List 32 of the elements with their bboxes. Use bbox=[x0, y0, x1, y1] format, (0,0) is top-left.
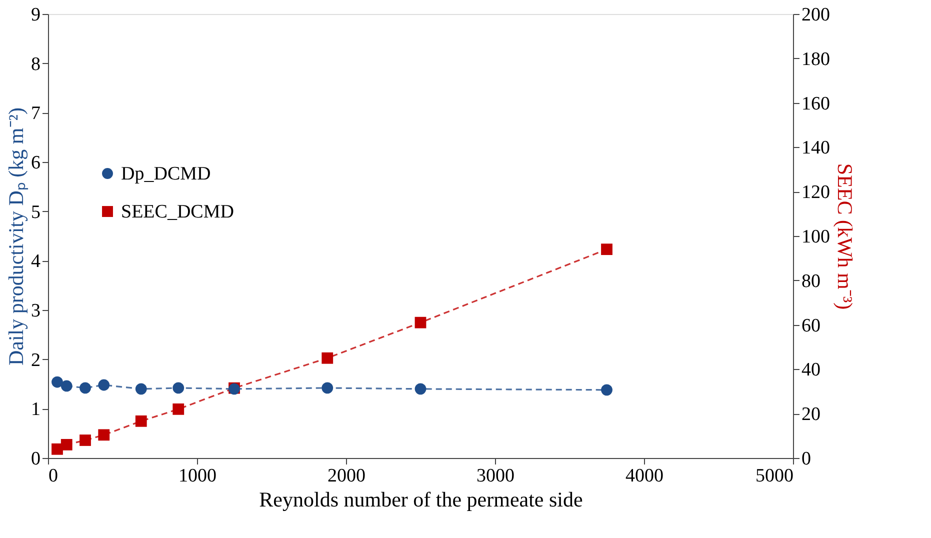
y-tick-label: 0 bbox=[31, 448, 40, 470]
y-tick-label: 8 bbox=[31, 54, 40, 75]
x-tick-label: 2000 bbox=[328, 466, 366, 486]
legend-label: Dp_DCMD bbox=[121, 164, 211, 184]
y-tick-label: 2 bbox=[31, 350, 40, 371]
y-axis-title: Daily productivity Dₚ (kg m⁻²) bbox=[4, 107, 29, 366]
y2-tick-label: 40 bbox=[802, 360, 820, 381]
y-tick-label: 5 bbox=[31, 202, 40, 223]
y2-tick-label: 0 bbox=[802, 448, 811, 470]
x-tick-label: 3000 bbox=[476, 466, 514, 486]
y2-tick-label: 80 bbox=[802, 270, 820, 292]
x-axis-title: Reynolds number of the permeate side bbox=[259, 488, 583, 512]
y2-tick-label: 160 bbox=[802, 93, 830, 114]
y-tick-label: 1 bbox=[31, 399, 40, 420]
y2-tick-label: 200 bbox=[802, 4, 830, 26]
y2-tick-label: 100 bbox=[802, 226, 830, 248]
y2-tick-label: 60 bbox=[802, 315, 820, 336]
y-tick-label: 9 bbox=[31, 4, 40, 26]
x-tick-label: 4000 bbox=[626, 466, 664, 486]
y2-tick-label: 120 bbox=[802, 182, 830, 204]
x-tick-label: 0 bbox=[48, 466, 58, 486]
y2-tick-label: 180 bbox=[802, 48, 830, 70]
x-tick-label: 1000 bbox=[178, 466, 216, 486]
legend-label: SEEC_DCMD bbox=[121, 202, 234, 222]
y-tick-label: 6 bbox=[31, 152, 40, 174]
y2-tick-label: 140 bbox=[802, 138, 830, 159]
y-tick-label: 3 bbox=[31, 300, 40, 322]
y-tick-label: 7 bbox=[31, 103, 40, 124]
y2-tick-label: 20 bbox=[802, 404, 820, 426]
x-tick-label: 5000 bbox=[756, 466, 794, 486]
y-tick-label: 4 bbox=[31, 251, 41, 272]
y2-axis-title: SEEC (kWh m⁻³) bbox=[833, 163, 857, 310]
